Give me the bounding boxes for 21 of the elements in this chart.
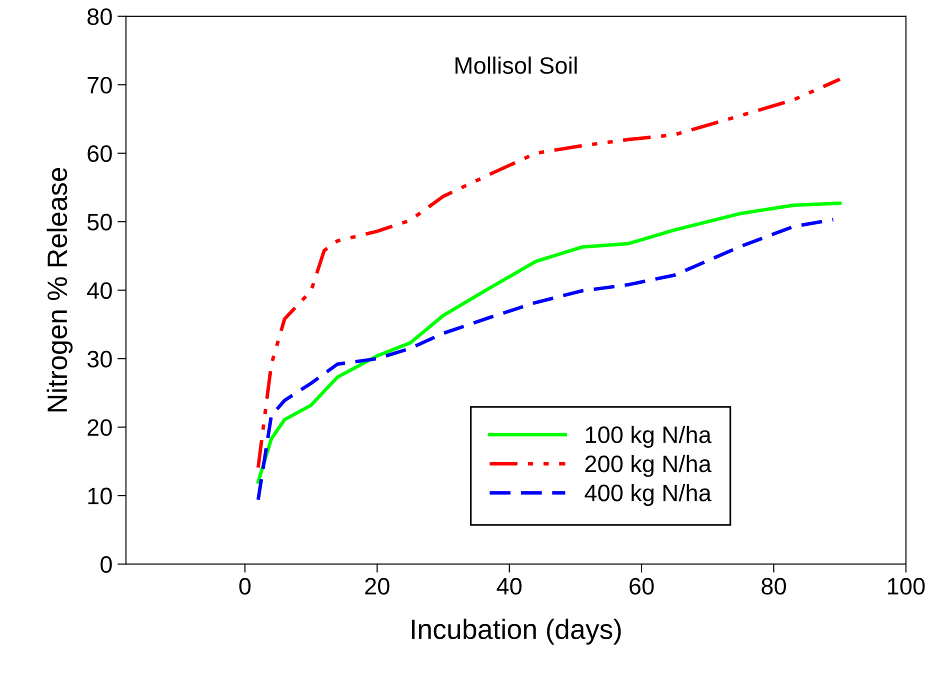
x-tick-label: 0 bbox=[239, 578, 251, 595]
legend-label: 200 kg N/ha bbox=[585, 454, 712, 477]
y-tick-label: 40 bbox=[87, 282, 112, 299]
y-tick-label: 70 bbox=[88, 76, 112, 94]
y-tick-label: 80 bbox=[88, 8, 112, 26]
y-axis-title: Nitrogen % Release bbox=[46, 168, 73, 412]
y-tick-label: 60 bbox=[88, 145, 112, 162]
x-tick-label: 60 bbox=[630, 578, 654, 595]
y-tick-label: 10 bbox=[88, 488, 112, 504]
y-tick-label: 50 bbox=[87, 214, 112, 230]
x-axis-title: Incubation (days) bbox=[412, 618, 621, 645]
x-tick-label: 80 bbox=[762, 578, 786, 595]
x-tick-label: 40 bbox=[496, 578, 522, 595]
x-tick-label: 20 bbox=[365, 578, 390, 595]
legend-label: 400 kg N/ha bbox=[584, 484, 712, 506]
y-tick-label: 0 bbox=[100, 556, 112, 573]
y-tick-label: 20 bbox=[88, 419, 112, 436]
x-tick-label: 100 bbox=[888, 578, 925, 595]
legend-label: 100 kg N/ha bbox=[586, 426, 712, 448]
text: Mollisol Soil bbox=[456, 56, 577, 74]
y-tick-label: 30 bbox=[87, 350, 112, 368]
